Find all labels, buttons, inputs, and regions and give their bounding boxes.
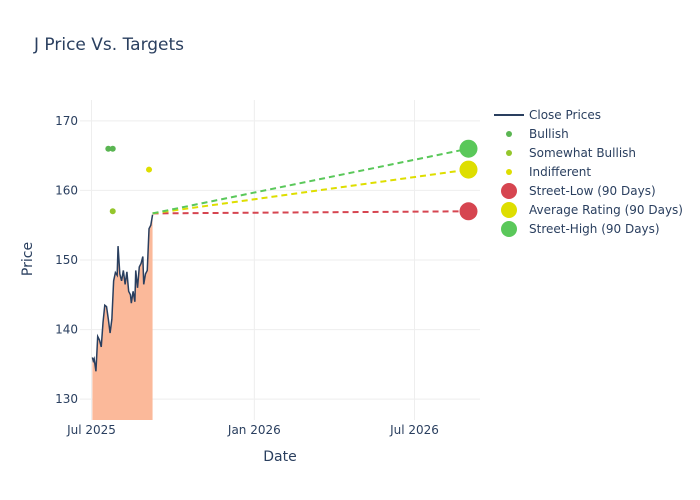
rating-point [109,145,116,152]
target-lines [152,147,469,215]
close-price-fill [92,214,153,420]
rating-point [105,145,112,152]
chart-title: J Price Vs. Targets [33,35,184,55]
close-price-line [91,214,154,372]
legend[interactable]: Close Prices Bullish Somewhat Bullish Indif… [494,108,683,237]
target-line [152,168,469,215]
legend-marker-swatch [501,221,517,237]
x-axis-title: Date [263,449,296,465]
legend-label: Average Rating (90 Days) [529,203,683,217]
legend-marker-swatch [501,202,517,218]
legend-dot-swatch [506,169,512,175]
rating-points [105,145,153,215]
legend-label: Bullish [529,127,569,141]
y-axis-title: Price [20,242,36,276]
legend-label: Close Prices [529,108,601,122]
x-tick-label: Jul 2025 [66,423,116,437]
rating-point [109,208,116,215]
target-line [152,147,469,215]
legend-item[interactable]: Somewhat Bullish [506,146,636,160]
legend-label: Street-High (90 Days) [529,222,660,236]
legend-marker-swatch [501,183,517,199]
close-price-area [92,214,153,420]
legend-item[interactable]: Street-High (90 Days) [501,221,660,237]
legend-dot-swatch [506,150,512,156]
x-tick-label: Jul 2026 [389,423,439,437]
rating-point [146,166,153,173]
target-marker [459,139,478,158]
legend-label: Somewhat Bullish [529,146,636,160]
target-line [152,210,469,215]
close-price-series [91,214,154,372]
legend-item[interactable]: Bullish [506,127,569,141]
legend-dot-swatch [506,131,512,137]
target-markers [459,139,478,221]
y-tick-label: 140 [55,323,78,337]
legend-item[interactable]: Average Rating (90 Days) [501,202,683,218]
axis-ticks: 130 140 150 160 170 Jul 2025 Jan 2026 Jul 2026 [55,114,439,437]
target-marker [459,160,478,179]
legend-label: Street-Low (90 Days) [529,184,656,198]
y-tick-label: 170 [55,114,78,128]
target-marker [459,202,478,221]
x-tick-label: Jan 2026 [227,423,281,437]
y-tick-label: 150 [55,253,78,267]
y-tick-label: 160 [55,183,78,197]
legend-item[interactable]: Street-Low (90 Days) [501,183,656,199]
y-tick-label: 130 [55,392,78,406]
legend-item[interactable]: Close Prices [494,108,601,122]
legend-label: Indifferent [529,165,591,179]
legend-item[interactable]: Indifferent [506,165,591,179]
